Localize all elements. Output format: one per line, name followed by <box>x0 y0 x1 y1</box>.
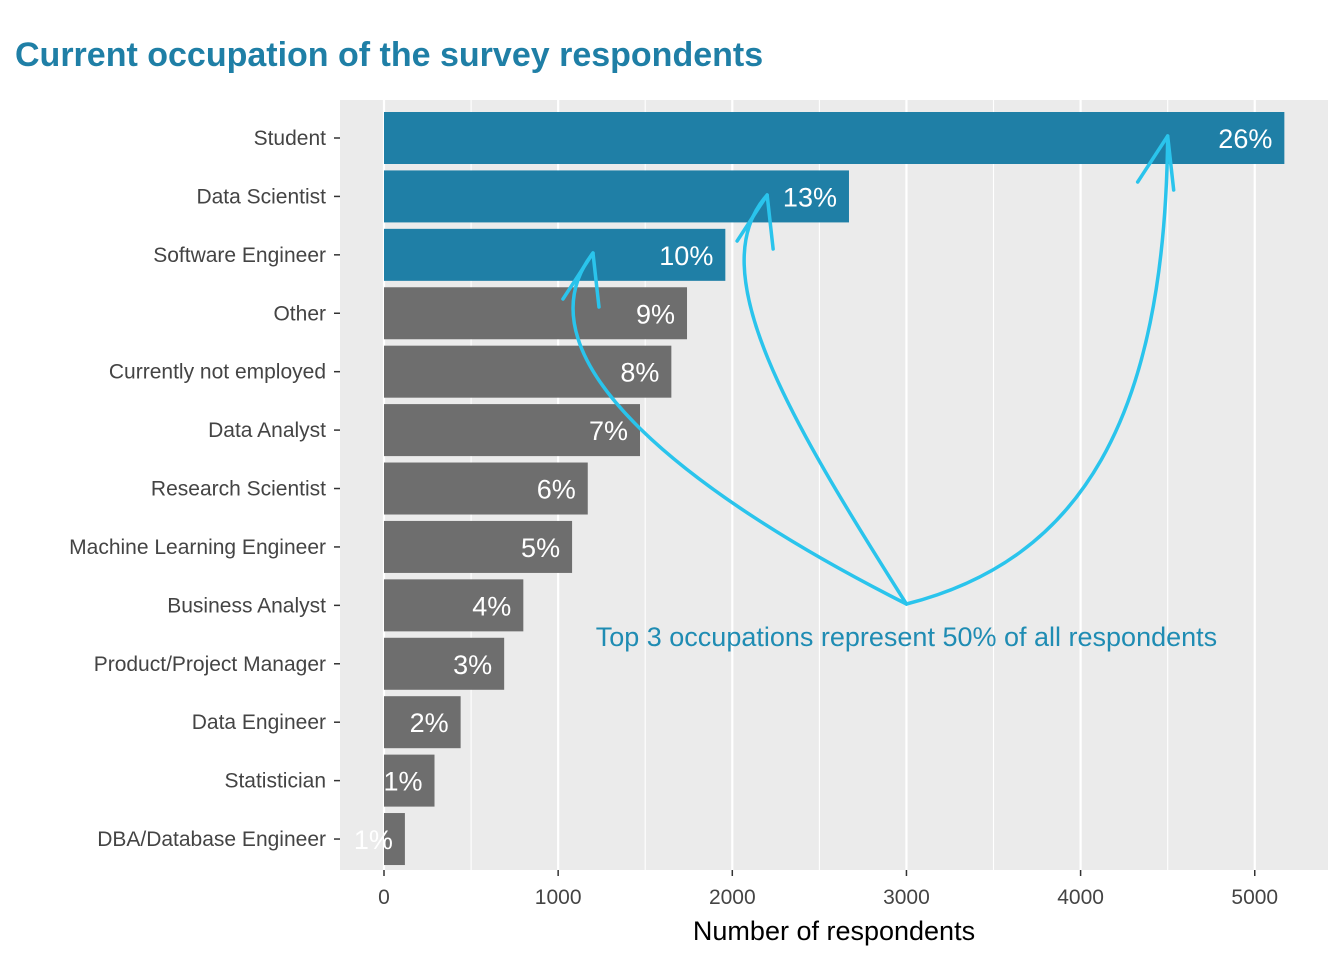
annotation-arrows <box>561 134 1176 606</box>
bar-value-label: 1% <box>354 825 393 855</box>
bar-value-label: 6% <box>537 475 576 505</box>
bar <box>384 637 505 690</box>
arrow-head <box>561 251 601 309</box>
bar-value-label: 13% <box>783 182 837 212</box>
chart-title: Current occupation of the survey respond… <box>15 36 764 74</box>
y-category-label: Currently not employed <box>109 361 326 384</box>
bar <box>384 754 435 807</box>
bar-value-label: 1% <box>383 767 422 797</box>
x-tick-label: 2000 <box>709 886 756 909</box>
bar <box>384 287 688 340</box>
y-category-label: Data Engineer <box>192 711 326 734</box>
x-tick-label: 3000 <box>883 886 930 909</box>
bar <box>384 696 461 749</box>
bar-value-label: 26% <box>1218 124 1272 154</box>
x-tick-label: 1000 <box>535 886 582 909</box>
bar-value-label: 5% <box>521 533 560 563</box>
bar <box>384 404 641 457</box>
x-axis-title: Number of respondents <box>693 916 975 946</box>
x-tick-label: 0 <box>378 886 390 909</box>
bar <box>384 170 849 223</box>
bar <box>384 462 588 515</box>
y-category-label: Machine Learning Engineer <box>69 536 326 559</box>
bar <box>384 228 726 281</box>
bar-value-label: 9% <box>636 299 675 329</box>
y-category-label: Statistician <box>224 770 326 793</box>
y-category-label: Student <box>254 127 327 150</box>
axes: 0 1000 2000 3000 4000 5000 Student Data Scienti… <box>69 127 1278 909</box>
bar <box>384 813 405 866</box>
y-category-label: Research Scientist <box>151 478 326 501</box>
arrow-head <box>1135 134 1176 192</box>
bar <box>384 579 524 632</box>
bar <box>384 520 573 573</box>
y-category-label: Software Engineer <box>153 244 326 267</box>
arrow-curve <box>742 193 909 606</box>
y-category-label: Other <box>273 302 326 325</box>
y-category-label: Business Analyst <box>167 594 326 617</box>
arrow-head <box>735 193 775 251</box>
x-tick-label: 5000 <box>1231 886 1278 909</box>
bar-value-label: 7% <box>589 416 628 446</box>
arrow-curve <box>904 134 1170 606</box>
bar <box>384 112 1285 164</box>
bar <box>384 345 672 398</box>
y-category-label: Data Scientist <box>196 185 326 208</box>
bar-value-label: 2% <box>410 708 449 738</box>
y-category-label: Product/Project Manager <box>94 653 326 676</box>
bars: 26% 13% 10% 9% 8% 7% 6% 5% 4% 3%2% 1% 1% <box>354 112 1285 866</box>
arrow-curve <box>571 251 909 606</box>
bar-value-label: 8% <box>620 358 659 388</box>
annotation-text: Top 3 occupations represent 50% of all r… <box>596 622 1217 652</box>
bar-value-label: 3% <box>453 650 492 680</box>
bar-value-label: 4% <box>472 591 511 621</box>
bar-value-label: 10% <box>659 241 713 271</box>
x-tick-label: 4000 <box>1057 886 1104 909</box>
y-category-label: Data Analyst <box>208 419 326 442</box>
y-category-label: DBA/Database Engineer <box>97 828 326 851</box>
